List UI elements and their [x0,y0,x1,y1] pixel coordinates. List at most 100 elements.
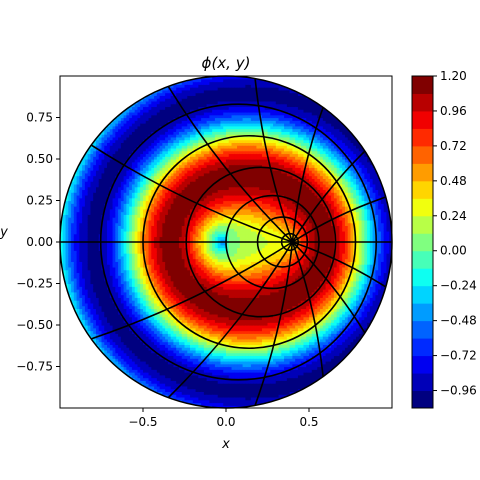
heat-cell [73,236,78,240]
heat-cell [156,341,161,345]
heat-cell [154,280,158,285]
heat-cell [145,358,150,362]
heat-cell [145,128,150,132]
heat-cell [145,219,150,224]
heat-cell [123,244,127,249]
heat-cell [82,181,86,185]
heat-cell [82,264,86,268]
heat-cell [73,275,78,279]
heat-cell [82,228,86,232]
heat-cell [129,360,133,365]
heat-cell [90,289,94,293]
heat-cell [129,222,133,226]
heat-cell [87,172,92,177]
heat-cell [159,383,163,387]
heat-cell [118,305,122,309]
heat-cell [176,206,180,210]
heat-cell [79,172,83,177]
heat-cell [73,291,78,296]
heat-cell [90,250,94,254]
heat-cell [95,189,100,193]
heat-cell [82,164,86,168]
heat-cell [107,261,111,265]
heat-cell [143,327,147,332]
heat-cell [165,117,169,121]
heat-cell [140,294,144,298]
heat-cell [159,272,163,276]
heat-cell [93,316,97,321]
heat-cell [143,325,147,329]
heat-cell [71,219,75,224]
heat-cell [118,300,122,304]
heat-cell [148,186,152,191]
heat-cell [123,330,127,334]
heat-cell [131,228,136,232]
heat-cell [140,242,144,246]
heat-cell [126,266,130,271]
heat-cell [143,128,147,132]
heat-cell [140,183,144,188]
heat-cell [162,100,166,105]
heat-cell [129,117,133,121]
heat-cell [159,341,163,345]
heat-cell [87,236,92,240]
heat-cell [176,164,180,168]
heat-cell [109,211,114,215]
heat-cell [154,128,158,132]
heat-cell [170,219,175,224]
heat-cell [120,153,125,157]
heat-cell [73,297,78,301]
heat-cell [140,225,144,229]
heat-cell [159,269,163,274]
heat-cell [129,294,133,298]
heat-cell [112,316,116,321]
heat-cell [131,178,136,182]
heat-cell [145,239,150,243]
heat-cell [131,266,136,271]
heat-cell [170,319,175,323]
heat-cell [129,261,133,265]
heat-cell [131,208,136,213]
heat-cell [109,325,114,329]
heat-cell [159,349,163,354]
heat-cell [148,269,152,274]
heat-cell [120,341,125,345]
heat-cell [162,197,166,202]
heat-cell [134,250,139,254]
heat-cell [82,253,86,257]
heat-cell [167,300,172,304]
heat-cell [159,311,163,315]
heat-cell [60,244,64,249]
heat-cell [126,286,130,290]
heat-cell [104,319,108,323]
heat-cell [148,289,152,293]
heat-cell [118,319,122,323]
heat-cell [84,206,89,210]
heat-cell [148,192,152,196]
heat-cell [131,153,136,157]
heat-cell [104,322,108,326]
heat-cell [148,131,152,135]
heat-cell [137,159,141,163]
heat-cell [173,136,177,141]
heat-cell [118,255,122,260]
heat-cell [173,264,177,268]
heat-cell [62,266,67,271]
heat-cell [165,311,169,315]
heat-cell [98,261,103,265]
heat-cell [176,194,180,199]
heat-cell [123,289,127,293]
heat-cell [129,211,133,215]
heat-cell [159,336,163,340]
heat-cell [151,203,155,207]
heat-cell [140,100,144,105]
heat-cell [101,167,105,171]
heat-cell [98,277,103,282]
heat-cell [167,134,172,138]
heat-cell [170,145,175,149]
heat-cell [167,95,172,99]
heat-cell [65,275,69,279]
heat-cell [137,211,141,215]
heat-cell [170,95,175,99]
heat-cell [167,322,172,326]
